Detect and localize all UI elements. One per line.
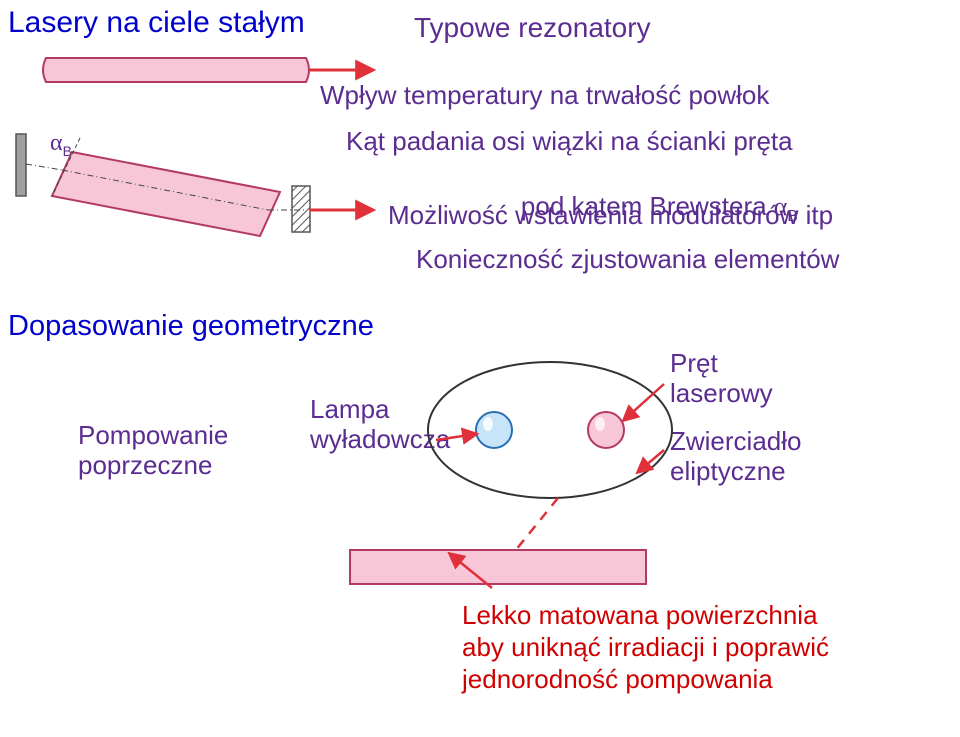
note1: Lekko matowana powierzchnia — [462, 600, 818, 631]
svg-text:αB: αB — [50, 130, 72, 159]
title: Lasery na ciele stałym — [8, 6, 305, 40]
page: Lasery na ciele stałym Typowe rezonatory… — [0, 0, 960, 737]
cross-section-diagram — [260, 340, 720, 600]
line1: Wpływ temperatury na trwałość powłok — [320, 80, 769, 111]
section-geometry: Dopasowanie geometryczne — [8, 310, 374, 343]
line2: Kąt padania osi wiązki na ścianki pręta — [346, 126, 793, 157]
note3: jednorodność pompowania — [462, 664, 773, 695]
header-right: Typowe rezonatory — [414, 12, 651, 44]
note2: aby uniknąć irradiacji i poprawić — [462, 632, 829, 663]
pompowanie1: Pompowanie — [78, 420, 228, 451]
line4: Możliwość wstawienia modulatorów itp — [388, 200, 833, 231]
pompowanie2: poprzeczne — [78, 450, 212, 481]
resonators-diagram: αB — [10, 40, 380, 270]
line5: Konieczność zjustowania elementów — [416, 244, 839, 275]
